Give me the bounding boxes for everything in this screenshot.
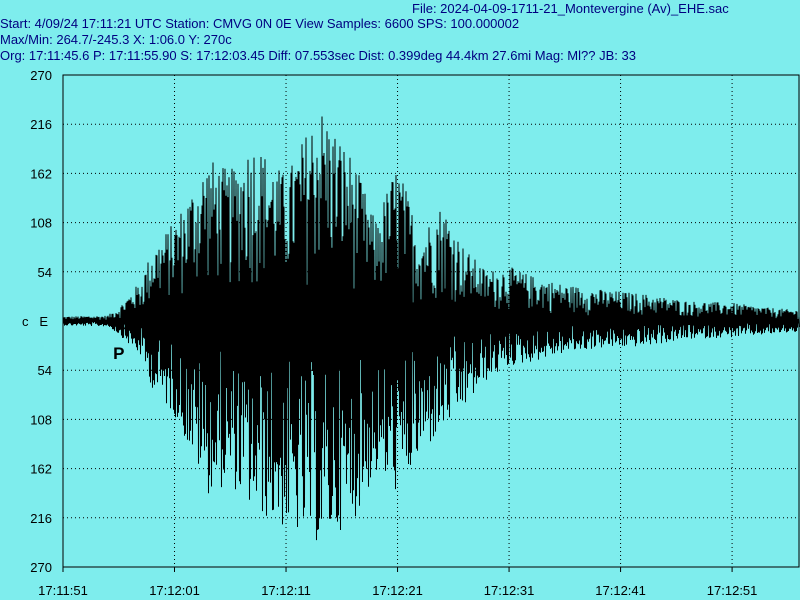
y-tick-label: 108	[30, 216, 52, 231]
y-axis-labels: 270 216 162 108 54 54 108 162 216 270	[30, 68, 52, 575]
file-name-label: File: 2024-04-09-1711-21_Montevergine (A…	[412, 1, 729, 16]
phase-label-s: S	[198, 344, 209, 363]
x-tick-label: 17:12:11	[261, 583, 311, 598]
phase-label-p: P	[113, 344, 124, 363]
start-info-label: Start: 4/09/24 17:11:21 UTC Station: CMV…	[0, 16, 520, 31]
y-tick-label: 162	[30, 462, 52, 477]
channel-label: c E	[22, 314, 48, 329]
phase-arrow-s	[196, 319, 211, 330]
x-tick-label: 17:12:51	[707, 583, 758, 598]
y-tick-label: 216	[30, 511, 52, 526]
x-tick-label: 17:12:01	[149, 583, 200, 598]
y-tick-label: 108	[30, 412, 52, 427]
y-tick-label: 216	[30, 117, 52, 132]
x-tick-label: 17:12:31	[484, 583, 535, 598]
y-tick-label: 270	[30, 68, 52, 83]
y-tick-label: 270	[30, 560, 52, 575]
x-axis-labels: 17:11:51 17:12:01 17:12:11 17:12:21 17:12:31…	[38, 567, 757, 598]
x-tick-label: 17:11:51	[38, 583, 88, 598]
phase-arrow-p	[112, 319, 126, 330]
origin-info-label: Org: 17:11:45.6 P: 17:11:55.90 S: 17:12:…	[0, 48, 636, 63]
x-tick-label: 17:12:41	[595, 583, 646, 598]
x-tick-label: 17:12:21	[372, 583, 423, 598]
maxmin-info-label: Max/Min: 264.7/-245.3 X: 1:06.0 Y: 270c	[0, 32, 232, 47]
y-tick-label: 162	[30, 166, 52, 181]
y-tick-label: 54	[38, 265, 52, 280]
y-tick-label: 54	[38, 363, 52, 378]
seismic-trace	[62, 116, 800, 541]
